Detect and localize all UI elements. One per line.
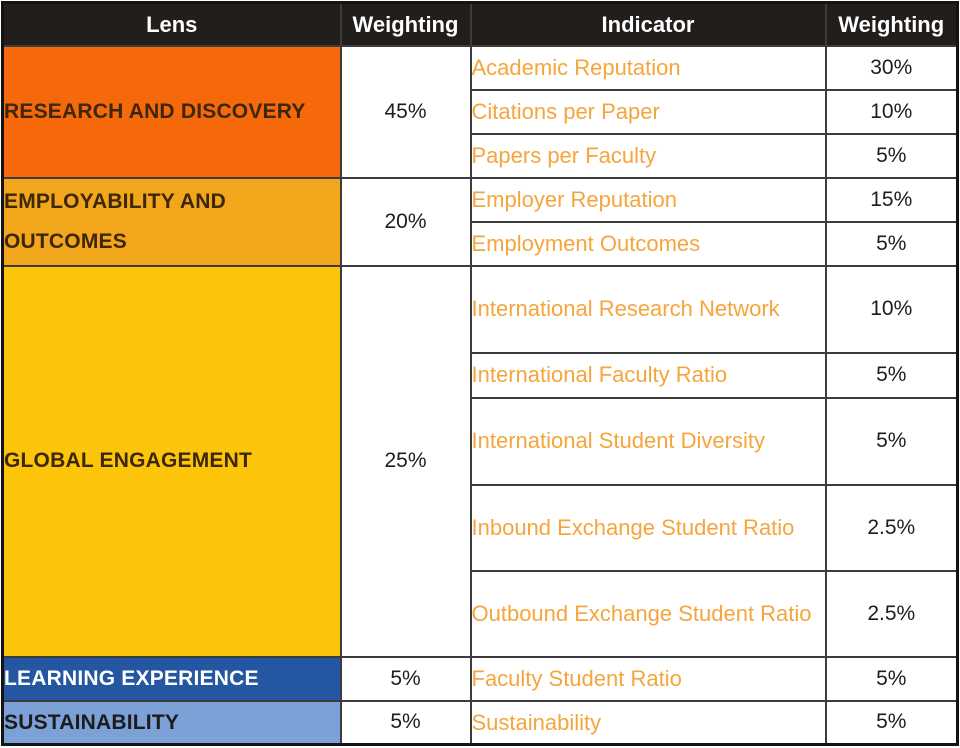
indicator-cell: Employment Outcomes (469, 220, 827, 267)
indicator-weighting-cell: 5% (824, 396, 959, 486)
indicator-cell: International Student Diversity (469, 396, 827, 486)
lens-cell-learning-experience: LEARNING EXPERIENCE (1, 655, 342, 702)
indicator-cell: International Research Network (469, 264, 827, 354)
indicator-weighting-cell: 5% (824, 220, 959, 267)
lens-weighting-cell: 20% (339, 176, 472, 267)
table-row: RESEARCH AND DISCOVERY 45% Academic Repu… (1, 45, 959, 179)
indicator-weighting-cell: 5% (824, 655, 959, 702)
indicator-weighting-cell: 2.5% (824, 569, 959, 658)
lens-weighting-cell: 25% (339, 264, 472, 658)
lens-cell-sustainability: SUSTAINABILITY (1, 699, 342, 746)
lens-cell-research-and-discovery: RESEARCH AND DISCOVERY (1, 45, 342, 179)
indicator-weighting-cell: 5% (824, 699, 959, 746)
lens-cell-global-engagement: GLOBAL ENGAGEMENT (1, 264, 342, 658)
lens-weighting-cell: 5% (339, 699, 472, 746)
table-row: Inbound Exchange Student Ratio 2.5% (3, 483, 959, 572)
indicator-weighting-cell: 10% (824, 89, 959, 135)
indicator-cell: Sustainability (469, 699, 827, 746)
lens-weighting-cell: 5% (339, 655, 472, 702)
column-header-lens: Lens (1, 1, 342, 47)
column-header-indicator: Indicator (469, 1, 827, 47)
indicator-cell: Employer Reputation (469, 176, 827, 223)
table-row: LEARNING EXPERIENCE 5% Faculty Student R… (1, 655, 959, 702)
indicator-weighting-cell: 5% (824, 133, 959, 179)
indicator-weighting-cell: 15% (824, 176, 959, 223)
indicator-cell: Citations per Paper (469, 89, 827, 135)
table-row: Employment Outcomes 5% (3, 220, 959, 267)
table-row: International Faculty Ratio 5% (3, 351, 959, 399)
table-row: Citations per Paper 10% (3, 89, 959, 135)
indicator-cell: Academic Reputation (469, 45, 827, 91)
indicator-weighting-cell: 2.5% (824, 483, 959, 572)
indicator-weighting-cell: 10% (824, 264, 959, 354)
table-row: International Student Diversity 5% (3, 396, 959, 486)
table-row: EMPLOYABILITY AND OUTCOMES 20% Employer … (1, 176, 959, 267)
lens-weighting-cell: 45% (339, 45, 472, 179)
indicator-cell: Papers per Faculty (469, 133, 827, 179)
indicator-cell: Faculty Student Ratio (469, 655, 827, 702)
table-row: Papers per Faculty 5% (3, 133, 959, 179)
table-row: SUSTAINABILITY 5% Sustainability 5% (1, 699, 959, 746)
indicator-weighting-cell: 5% (824, 351, 959, 399)
column-header-indicator-weighting: Weighting (824, 1, 959, 47)
indicator-cell: International Faculty Ratio (469, 351, 827, 399)
table-row: GLOBAL ENGAGEMENT 25% International Rese… (1, 264, 959, 658)
column-header-lens-weighting: Weighting (339, 1, 472, 47)
lens-cell-employability-and-outcomes: EMPLOYABILITY AND OUTCOMES (1, 176, 342, 267)
header-row: Lens Weighting Indicator Weighting (1, 1, 959, 47)
indicator-cell: Outbound Exchange Student Ratio (469, 569, 827, 658)
indicator-weighting-cell: 30% (824, 45, 959, 91)
indicator-cell: Inbound Exchange Student Ratio (469, 483, 827, 572)
table-row: Outbound Exchange Student Ratio 2.5% (3, 569, 959, 658)
